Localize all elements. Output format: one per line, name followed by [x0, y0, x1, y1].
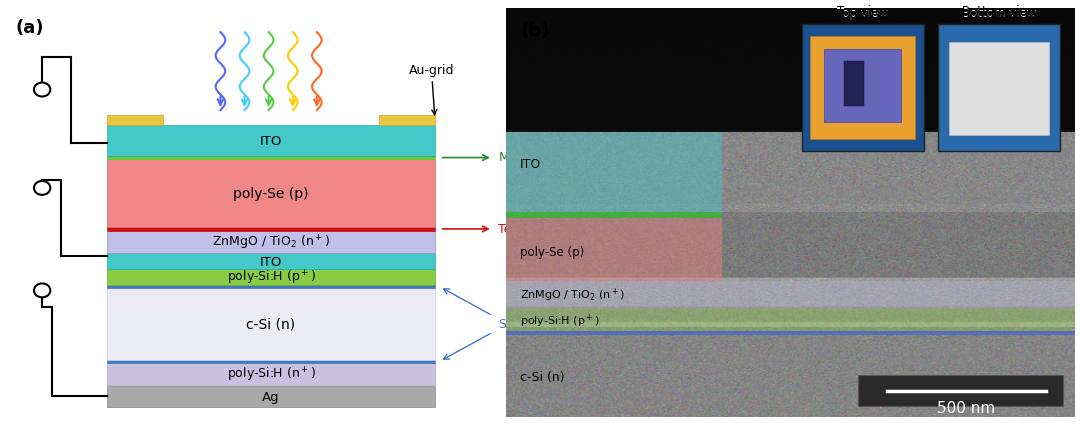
Bar: [949, 43, 1049, 135]
Bar: [801, 25, 923, 152]
Text: SiO$_2$: SiO$_2$: [498, 316, 526, 332]
Bar: [505, 282, 1075, 308]
Bar: [379, 115, 435, 126]
Bar: [107, 363, 435, 385]
Text: ZnMgO / TiO$_2$ (n$^+$): ZnMgO / TiO$_2$ (n$^+$): [521, 286, 625, 303]
Text: ITO: ITO: [260, 135, 282, 148]
Bar: [505, 218, 723, 282]
Text: Te: Te: [498, 223, 511, 236]
Bar: [505, 212, 723, 218]
Bar: [810, 37, 916, 139]
Bar: [107, 126, 435, 157]
Bar: [505, 9, 1075, 132]
Bar: [107, 227, 435, 231]
Text: Top view: Top view: [837, 5, 888, 17]
Bar: [107, 253, 435, 270]
Text: (b): (b): [521, 22, 550, 40]
Bar: [107, 157, 435, 160]
Text: Ag: Ag: [262, 390, 280, 403]
Bar: [824, 49, 901, 123]
Text: poly-Se (p): poly-Se (p): [521, 245, 584, 258]
Text: Au-grid: Au-grid: [408, 64, 455, 115]
Bar: [505, 132, 723, 212]
Bar: [845, 62, 864, 106]
Text: MoO$_x$: MoO$_x$: [498, 151, 534, 166]
Bar: [859, 375, 1063, 406]
Bar: [939, 25, 1061, 152]
Bar: [107, 231, 435, 253]
Text: ITO: ITO: [260, 255, 282, 268]
Bar: [505, 308, 1075, 331]
Text: c-Si (n): c-Si (n): [521, 370, 565, 383]
Text: Bottom view: Bottom view: [962, 8, 1037, 21]
Bar: [107, 360, 435, 363]
Text: Top view: Top view: [837, 7, 888, 20]
Text: poly-Si:H (n$^+$): poly-Si:H (n$^+$): [227, 365, 315, 383]
Text: Top view: Top view: [837, 8, 888, 21]
Bar: [107, 288, 435, 360]
Circle shape: [33, 83, 51, 97]
Text: 500 nm: 500 nm: [937, 400, 996, 415]
Text: (a): (a): [15, 19, 44, 37]
Circle shape: [33, 181, 51, 196]
Text: ZnMgO / TiO$_2$ (n$^+$): ZnMgO / TiO$_2$ (n$^+$): [212, 233, 330, 251]
Bar: [505, 331, 1075, 336]
Bar: [107, 386, 435, 407]
Text: Bottom view: Bottom view: [962, 7, 1037, 20]
Text: ITO: ITO: [521, 158, 541, 170]
Text: poly-Si:H (p$^+$): poly-Si:H (p$^+$): [227, 268, 315, 287]
Bar: [107, 270, 435, 285]
Bar: [107, 160, 435, 227]
Text: Bottom view: Bottom view: [962, 5, 1037, 17]
Text: c-Si (n): c-Si (n): [246, 317, 296, 331]
Bar: [107, 115, 163, 126]
Text: poly-Se (p): poly-Se (p): [233, 187, 309, 201]
Circle shape: [33, 284, 51, 298]
Text: poly-Si:H (p$^+$): poly-Si:H (p$^+$): [521, 312, 599, 329]
Bar: [107, 285, 435, 288]
